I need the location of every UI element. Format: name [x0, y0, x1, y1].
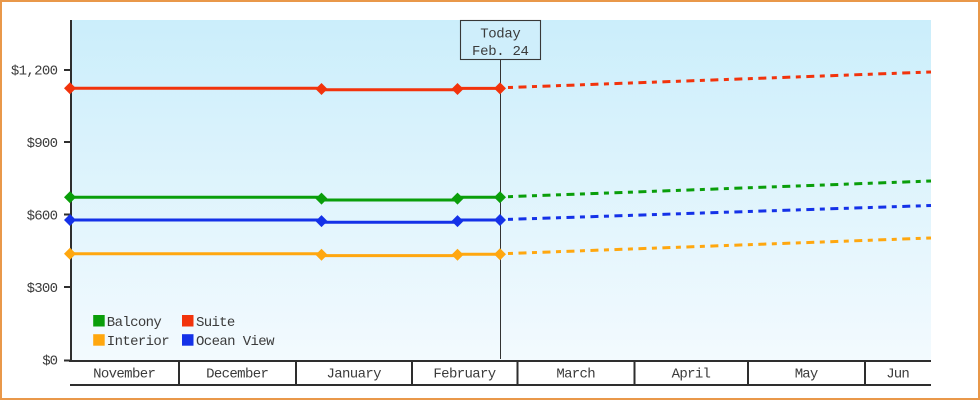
svg-text:Ocean View: Ocean View — [196, 334, 275, 350]
svg-text:$1,200: $1,200 — [11, 63, 58, 79]
svg-text:December: December — [206, 367, 269, 383]
svg-text:February: February — [433, 367, 496, 383]
svg-text:November: November — [93, 367, 156, 383]
svg-text:Feb. 24: Feb. 24 — [472, 44, 529, 60]
svg-text:Interior: Interior — [107, 334, 170, 350]
svg-text:March: March — [556, 367, 595, 383]
svg-text:Balcony: Balcony — [107, 315, 162, 331]
svg-text:Suite: Suite — [196, 315, 235, 331]
svg-text:April: April — [672, 367, 711, 383]
svg-text:Jun: Jun — [886, 367, 910, 383]
svg-text:$300: $300 — [27, 281, 58, 297]
svg-text:$0: $0 — [42, 354, 58, 370]
svg-text:January: January — [327, 367, 382, 383]
svg-text:$900: $900 — [27, 136, 58, 152]
svg-text:May: May — [795, 367, 819, 383]
svg-text:Today: Today — [480, 26, 521, 42]
svg-text:$600: $600 — [27, 209, 58, 225]
